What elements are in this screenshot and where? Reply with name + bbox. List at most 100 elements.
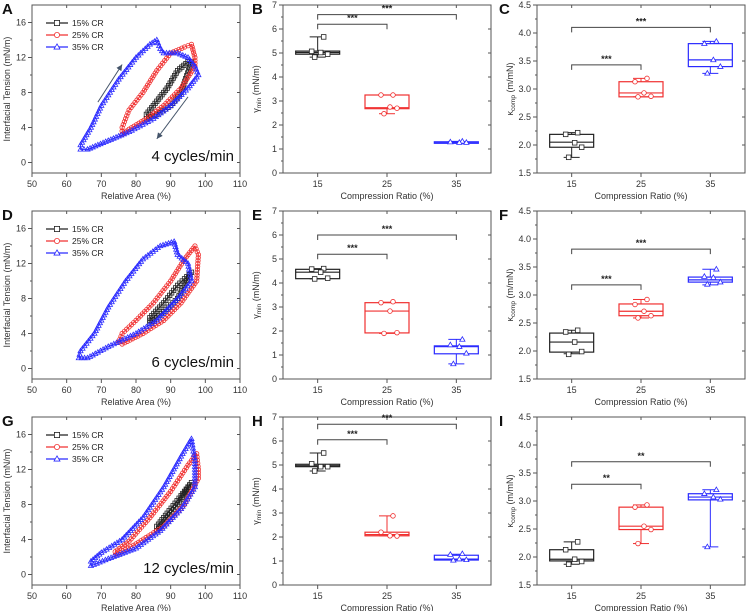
data-point: [110, 553, 118, 559]
data-point: [86, 144, 94, 151]
data-point: [446, 138, 454, 145]
data-point: [116, 537, 123, 544]
data-point: [195, 260, 201, 267]
data-point: [167, 102, 174, 108]
data-point: [168, 301, 175, 308]
data-point: [107, 136, 115, 142]
data-point: [89, 143, 96, 150]
data-point: [191, 480, 199, 487]
data-point: [89, 556, 97, 562]
box-25: [364, 92, 410, 117]
data-point: [105, 137, 112, 143]
data-point: [449, 556, 457, 563]
y-tick-label: 4.5: [518, 0, 531, 10]
cycle-rate-annotation: 6 cycles/min: [151, 354, 234, 371]
significance-bracket: [317, 23, 388, 30]
data-point: [180, 89, 187, 95]
data-point: [565, 154, 572, 161]
data-point: [99, 557, 106, 564]
data-point: [113, 552, 120, 558]
data-point: [565, 561, 572, 567]
data-point: [161, 317, 167, 323]
data-point: [169, 99, 177, 106]
data-point: [712, 265, 720, 272]
cycle-rate-annotation: 12 cycles/min: [143, 560, 234, 577]
x-tick-label: 90: [166, 591, 176, 601]
data-point: [110, 340, 118, 347]
data-point: [191, 477, 199, 484]
legend-marker: [54, 443, 61, 450]
data-point: [131, 125, 138, 132]
data-point: [152, 113, 160, 120]
panel-i: I 1.5 2.0 2.5 3.0 3.5 4.0 4.5 15 25 35 Compression …: [499, 412, 746, 611]
data-point: [160, 107, 167, 114]
series-25-cr: [116, 243, 201, 347]
data-point: [193, 73, 200, 80]
series-35-cr: [77, 36, 202, 152]
data-point: [641, 308, 647, 314]
y-tick-label: 8: [21, 500, 26, 510]
y-tick-label: 3.0: [518, 496, 531, 506]
data-point: [142, 119, 149, 126]
data-point: [144, 536, 152, 542]
y-tick-label: 12: [16, 465, 26, 475]
box-15: [549, 539, 595, 567]
panel-h: H 0 1 2 3 4 5 6 7 15 25 35 Compression Ratio (%) γmin…: [251, 412, 492, 611]
data-point: [121, 549, 129, 555]
legend-label: 15% CR: [72, 430, 104, 440]
y-tick-label: 4: [272, 484, 277, 494]
data-point: [94, 110, 101, 116]
data-point: [102, 309, 109, 315]
box-35: [433, 550, 479, 563]
data-point: [148, 320, 155, 326]
data-point: [115, 288, 122, 294]
x-tick-label: 70: [96, 385, 106, 395]
legend-label: 25% CR: [72, 236, 104, 246]
y-tick-label: 1: [272, 556, 277, 566]
legend-marker: [53, 249, 61, 256]
data-point: [632, 504, 638, 510]
data-point: [565, 351, 572, 358]
data-point: [102, 344, 109, 351]
data-point: [163, 520, 170, 527]
data-point: [95, 107, 102, 114]
data-point: [190, 47, 196, 53]
data-point: [120, 130, 128, 137]
data-point: [130, 331, 137, 337]
y-axis-subscript: min: [256, 509, 263, 520]
legend-label: 35% CR: [72, 248, 104, 258]
data-point: [193, 246, 199, 252]
data-point: [161, 522, 168, 529]
legend-marker: [54, 431, 61, 438]
data-point: [308, 266, 315, 272]
data-point: [317, 463, 324, 470]
box-iqr: [364, 302, 410, 334]
data-point: [446, 341, 454, 348]
data-point: [648, 93, 654, 99]
data-point: [111, 293, 119, 299]
y-tick-label: 3.5: [518, 262, 531, 272]
significance-bracket: [317, 253, 388, 260]
data-point: [571, 556, 578, 562]
x-tick-label: 80: [131, 385, 141, 395]
panel-letter: G: [2, 413, 14, 430]
data-point: [571, 339, 578, 345]
x-tick-label: 60: [62, 385, 72, 395]
box-iqr: [618, 81, 664, 98]
box-15: [295, 265, 341, 282]
y-tick-label: 4.0: [518, 28, 531, 38]
data-point: [632, 301, 638, 308]
data-point: [173, 95, 181, 102]
y-tick-label: 4: [272, 278, 277, 288]
legend-marker: [53, 43, 61, 50]
data-point: [562, 547, 569, 553]
data-point: [387, 308, 393, 314]
data-point: [121, 119, 128, 125]
data-point: [186, 280, 193, 286]
data-point: [150, 318, 158, 325]
data-point: [190, 49, 197, 55]
x-tick-label: 35: [705, 591, 715, 601]
data-point: [644, 502, 650, 508]
data-point: [195, 463, 201, 469]
data-point: [127, 546, 134, 553]
